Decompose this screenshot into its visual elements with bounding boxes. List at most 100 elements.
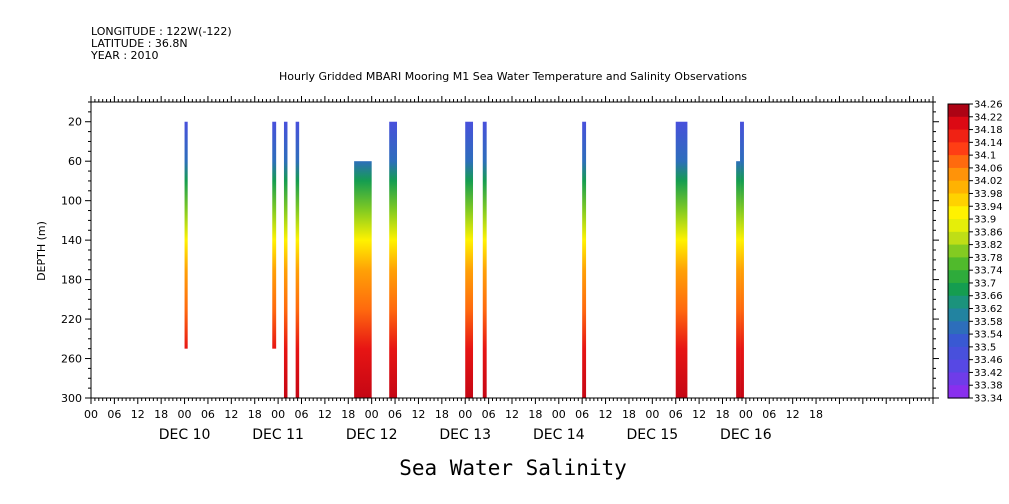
- y-axis: 20 60 100 140 180 220 260 300: [61, 101, 939, 405]
- observation-segment: [184, 121, 188, 349]
- colorbar-swatch: [948, 129, 969, 143]
- x-hour-label: 12: [692, 408, 706, 421]
- observation-segment: [465, 121, 474, 398]
- x-hour-label: 18: [248, 408, 262, 421]
- x-hour-label: 00: [552, 408, 566, 421]
- x-axis: 00 06 12 18 00 06 12 18 00 06 12 18 00 06 12 18 00 06 12 18…: [84, 96, 934, 443]
- x-hour-label: 06: [295, 408, 309, 421]
- longitude-label: LONGITUDE : 122W(-122): [91, 25, 232, 38]
- x-hour-label: 06: [482, 408, 496, 421]
- x-day-label: DEC 15: [626, 427, 678, 443]
- colorbar-label: 33.82: [974, 240, 1003, 251]
- observation-segment: [389, 121, 398, 398]
- y-tick-label: 140: [61, 234, 82, 247]
- colorbar-label: 33.9: [974, 215, 996, 226]
- observation-segment: [354, 161, 372, 398]
- colorbar-swatch: [948, 167, 969, 182]
- colorbar-label: 34.02: [974, 176, 1003, 187]
- observation-segment: [675, 121, 688, 398]
- y-tick-label: 20: [68, 116, 82, 129]
- x-day-label: DEC 10: [159, 427, 211, 443]
- colorbar-swatch: [948, 295, 969, 310]
- colorbar-swatch: [948, 244, 969, 258]
- x-hour-label: 18: [528, 408, 542, 421]
- chart-title: Hourly Gridded MBARI Mooring M1 Sea Wate…: [279, 70, 747, 83]
- colorbar-label: 34.22: [974, 112, 1003, 123]
- colorbar-label: 33.42: [974, 368, 1003, 379]
- colorbar-label: 34.14: [974, 138, 1003, 149]
- observation-segment: [283, 121, 288, 398]
- colorbar-swatch: [948, 142, 969, 156]
- x-hour-label: 18: [435, 408, 449, 421]
- colorbar-swatch: [948, 193, 969, 207]
- x-hour-label: 12: [318, 408, 332, 421]
- colorbar-swatch: [948, 104, 969, 118]
- colorbar-label: 33.46: [974, 355, 1003, 366]
- year-label: YEAR : 2010: [90, 49, 159, 62]
- colorbar-label: 33.5: [974, 342, 996, 353]
- colorbar-swatch: [948, 372, 969, 386]
- y-tick-label: 180: [61, 274, 82, 287]
- x-hour-label: 18: [622, 408, 636, 421]
- observation-segment: [740, 121, 744, 398]
- x-hour-label: 06: [669, 408, 683, 421]
- colorbar-label: 33.34: [974, 394, 1003, 405]
- x-hour-label: 00: [84, 408, 98, 421]
- colorbar-swatch: [948, 321, 969, 335]
- x-hour-label: 18: [341, 408, 355, 421]
- colorbar-swatch: [948, 180, 969, 195]
- x-hour-label: 12: [786, 408, 800, 421]
- colorbar-swatch: [948, 219, 969, 233]
- colorbar-swatch: [948, 231, 969, 246]
- y-tick-label: 260: [61, 353, 82, 366]
- x-hour-label: 06: [762, 408, 776, 421]
- colorbar-swatch: [948, 282, 969, 297]
- colorbar-frame: [947, 103, 970, 399]
- colorbar-swatch: [948, 385, 969, 399]
- x-hour-label: 00: [365, 408, 379, 421]
- x-hour-label: 12: [411, 408, 425, 421]
- x-hour-label: 12: [505, 408, 519, 421]
- colorbar-label: 34.06: [974, 163, 1003, 174]
- y-tick-label: 300: [61, 392, 82, 405]
- x-day-label: DEC 11: [252, 427, 304, 443]
- x-hour-label: 00: [271, 408, 285, 421]
- y-tick-label: 100: [61, 195, 82, 208]
- colorbar-label: 33.54: [974, 330, 1003, 341]
- x-hour-label: 12: [599, 408, 613, 421]
- colorbar-label: 34.26: [974, 100, 1003, 111]
- x-hour-label: 00: [739, 408, 753, 421]
- observation-segment: [482, 121, 487, 398]
- y-tick-label: 220: [61, 313, 82, 326]
- colorbar-swatch: [948, 308, 969, 322]
- colorbar-swatch: [948, 346, 969, 361]
- x-hour-label: 06: [107, 408, 121, 421]
- colorbar-label: 33.98: [974, 189, 1003, 200]
- colorbar-swatch: [948, 270, 969, 284]
- observation-segments: [184, 121, 744, 398]
- colorbar-label: 33.74: [974, 266, 1003, 277]
- x-day-label: DEC 12: [346, 427, 398, 443]
- x-hour-label: 18: [154, 408, 168, 421]
- colorbar-swatch: [948, 116, 969, 131]
- x-hour-label: 18: [716, 408, 730, 421]
- colorbar-label: 33.66: [974, 291, 1003, 302]
- colorbar-label: 34.1: [974, 151, 996, 162]
- plot-frame: [90, 101, 934, 399]
- observation-segment: [736, 161, 741, 398]
- colorbar-swatch: [948, 206, 969, 220]
- colorbar-label: 33.94: [974, 202, 1003, 213]
- x-hour-label: 12: [131, 408, 145, 421]
- colorbar-swatch: [948, 359, 969, 374]
- colorbar-label: 33.58: [974, 317, 1003, 328]
- observation-segment: [272, 121, 277, 349]
- x-hour-label: 00: [645, 408, 659, 421]
- x-hour-label: 18: [809, 408, 823, 421]
- x-hour-label: 06: [575, 408, 589, 421]
- observation-segment: [295, 121, 300, 398]
- x-hour-label: 06: [388, 408, 402, 421]
- x-day-label: DEC 13: [439, 427, 491, 443]
- colorbar-label: 34.18: [974, 125, 1003, 136]
